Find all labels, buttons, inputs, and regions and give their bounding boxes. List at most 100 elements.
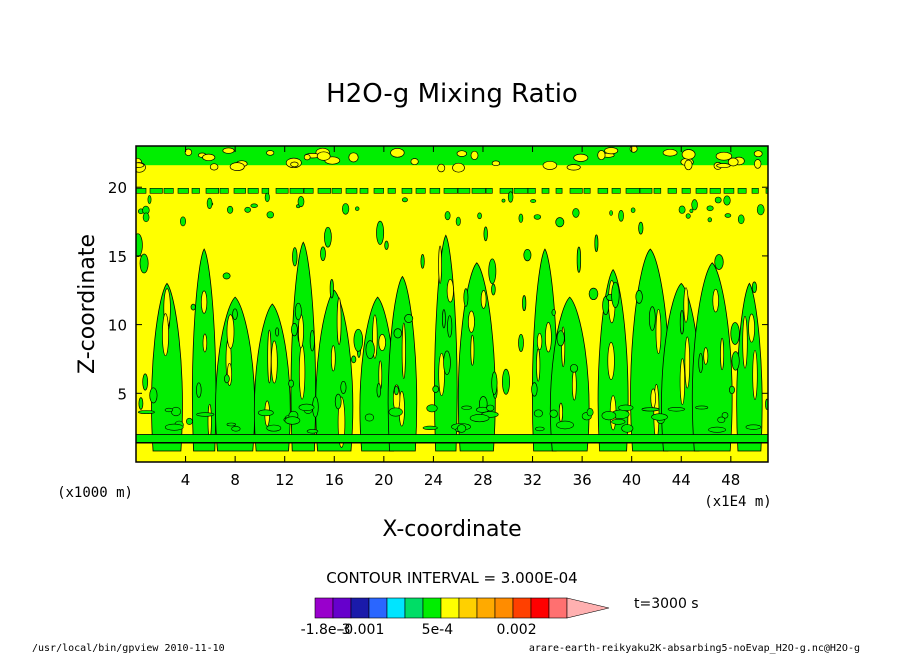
tropopause-segment — [136, 188, 147, 194]
boundary-layer-cell — [469, 414, 490, 423]
top-band-cell — [715, 151, 733, 161]
tropopause-segment — [527, 188, 536, 194]
boundary-layer-cell — [298, 403, 315, 412]
boundary-layer-cell — [611, 418, 626, 425]
contour-streak — [536, 348, 541, 382]
tropopause-segment — [275, 188, 289, 194]
contour-cell — [384, 240, 389, 250]
tropopause-segment — [317, 188, 331, 194]
contour-cell — [340, 380, 347, 394]
contour-cell — [138, 397, 144, 410]
top-band-cell — [303, 154, 311, 161]
tropopause-segment — [681, 188, 691, 194]
boundary-layer-cell — [231, 426, 241, 432]
upper-cell — [250, 203, 258, 208]
contour-streak — [202, 333, 208, 353]
colorbar-swatch — [548, 597, 568, 619]
boundary-layer-cell — [618, 404, 634, 411]
boundary-layer-cell — [137, 410, 155, 415]
upper-cell — [455, 216, 461, 226]
upper-cell — [533, 214, 542, 220]
contour-cell — [136, 233, 143, 258]
contour-cell — [365, 340, 375, 359]
contour-cell — [648, 306, 656, 331]
contour-streak — [378, 334, 386, 351]
contour-cell — [502, 368, 510, 395]
upper-cell — [147, 195, 152, 205]
upper-cell — [518, 213, 524, 223]
boundary-layer-cell — [364, 413, 375, 422]
colorbar-arrow — [566, 597, 610, 619]
tropopause-segment — [611, 188, 621, 194]
contour-streak — [438, 245, 442, 284]
contour-cell — [291, 323, 298, 337]
contour-streak — [467, 310, 475, 333]
contour-cell — [224, 374, 230, 384]
surface-band — [136, 434, 768, 444]
colorbar-tick-label: 5e-4 — [422, 622, 454, 638]
boundary-layer-cell — [651, 413, 668, 421]
contour-cell — [638, 221, 644, 235]
tropopause-segment — [625, 188, 640, 194]
contour-streak — [558, 402, 563, 423]
contour-cell — [393, 328, 403, 339]
chart-title: H2O-g Mixing Ratio — [326, 79, 578, 109]
contour-cell — [569, 363, 579, 373]
top-band-cell — [684, 159, 693, 171]
boundary-layer-cell — [388, 407, 403, 417]
top-band-cell — [390, 148, 405, 158]
contour-cell — [551, 309, 556, 316]
tropopause-segment — [751, 188, 759, 194]
x-tick-label: 44 — [672, 471, 691, 489]
boundary-layer-cell — [461, 405, 472, 410]
tropopause-segment — [303, 188, 314, 194]
contour-cell — [432, 385, 440, 393]
contour-cell — [556, 330, 565, 347]
x-tick-label: 36 — [573, 471, 592, 489]
colorbar-swatch — [476, 597, 496, 619]
contour-cell — [522, 295, 527, 312]
contour-streak — [480, 290, 487, 309]
contour-cell — [679, 309, 685, 335]
contour-streak — [438, 352, 445, 397]
contour-cell — [196, 382, 202, 398]
contour-streak — [742, 316, 748, 369]
tropopause-segment — [723, 188, 735, 194]
contour-streak — [270, 340, 278, 384]
contour-streak — [536, 332, 543, 351]
boundary-layer-cell — [171, 406, 182, 417]
tropopause-segment — [359, 188, 369, 194]
boundary-layer-cell — [533, 409, 543, 418]
tropopause-segment — [289, 188, 304, 194]
tropopause-segment — [191, 188, 200, 194]
colorbar-tick-label: 0.002 — [497, 622, 537, 638]
contour-cell — [442, 309, 446, 329]
contour-streak — [650, 388, 656, 409]
upper-cell — [206, 197, 213, 209]
top-band-cell — [716, 163, 731, 169]
top-band-cell — [452, 162, 465, 173]
contour-cell — [588, 287, 599, 301]
tropopause-segment — [177, 188, 189, 194]
colorbar-swatch — [458, 597, 478, 619]
tropopause-segment — [373, 188, 384, 194]
boundary-layer-cell — [164, 407, 174, 413]
tropopause-segment — [261, 188, 270, 194]
upper-cell — [501, 198, 506, 203]
tropopause-segment — [457, 188, 471, 194]
upper-cell — [355, 206, 360, 211]
footer-left: /usr/local/bin/gpview 2010-11-10 — [32, 643, 225, 654]
colorbar — [314, 597, 610, 619]
contour-cell — [730, 322, 740, 345]
x-tick-label: 16 — [325, 471, 344, 489]
upper-cell — [572, 208, 580, 218]
tropopause-segment — [513, 188, 529, 194]
tropopause-segment — [555, 188, 563, 194]
tropopause-segment — [583, 188, 591, 194]
top-band-cell — [316, 151, 331, 161]
colorbar-swatch — [422, 597, 442, 619]
contour-cell — [729, 385, 735, 395]
tropopause-segment — [737, 188, 747, 194]
contour-streak — [200, 290, 208, 314]
